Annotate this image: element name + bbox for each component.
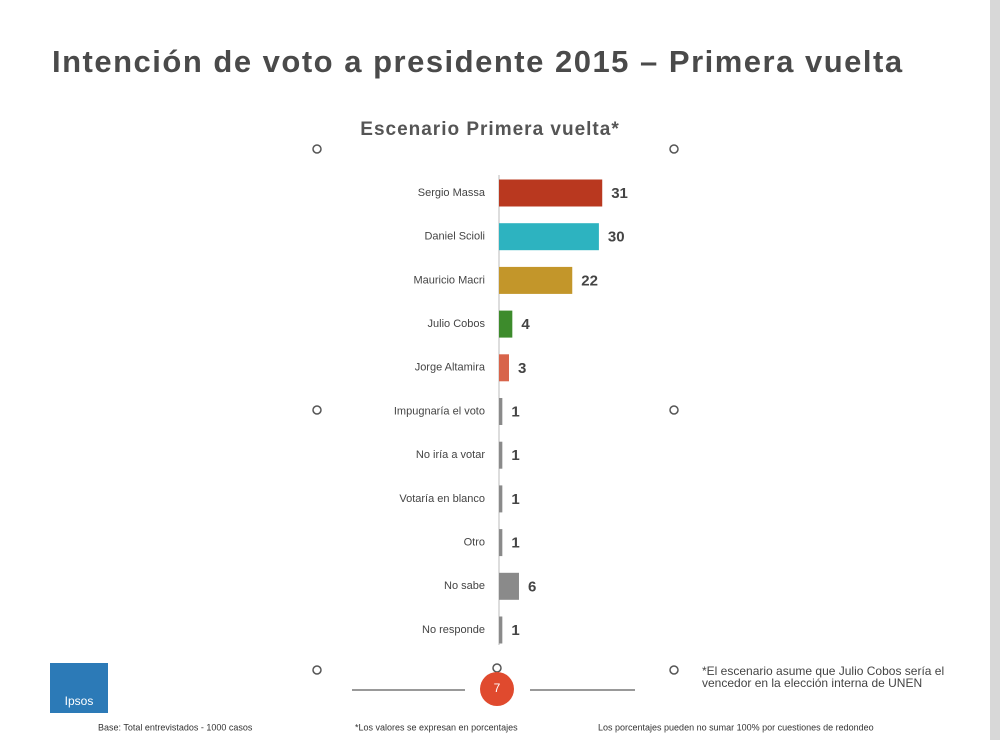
footnote: *El escenario asume que Julio Cobos serí… [702, 665, 945, 690]
value-label: 1 [511, 447, 519, 464]
page-number: 7 [494, 681, 501, 695]
category-label: Impugnaría el voto [394, 405, 485, 417]
base-note: Base: Total entrevistados - 1000 casos [98, 722, 253, 732]
value-label: 1 [511, 535, 519, 552]
logo: Ipsos [65, 694, 94, 708]
value-label: 31 [611, 185, 628, 202]
value-label: 1 [511, 622, 519, 639]
bar [499, 179, 603, 207]
chart-title: Intención de voto a presidente 2015 – Pr… [52, 44, 904, 79]
category-label: No iría a votar [416, 449, 485, 461]
bar [499, 266, 573, 294]
category-label: No responde [422, 624, 485, 636]
category-label: Julio Cobos [428, 318, 486, 330]
value-label: 1 [511, 403, 519, 420]
bar [499, 616, 503, 644]
category-label: Mauricio Macri [413, 274, 485, 286]
category-label: Otro [464, 537, 485, 549]
slide-edge [990, 0, 1000, 740]
page-badge [480, 672, 514, 706]
value-label: 6 [528, 578, 536, 595]
decor-circles [312, 144, 679, 675]
footnote-box: *El escenario asume que Julio Cobos serí… [702, 665, 945, 690]
bar [499, 441, 503, 469]
chart-subtitle: Escenario Primera vuelta* [360, 119, 619, 140]
logo-box [50, 663, 108, 713]
value-label: 22 [581, 272, 598, 289]
category-label: No sabe [444, 580, 485, 592]
category-label: Votaría en blanco [399, 493, 485, 505]
bar [499, 310, 513, 338]
bar [499, 485, 503, 513]
category-label: Jorge Altamira [415, 362, 486, 374]
rounding-note: Los porcentajes pueden no sumar 100% por… [598, 722, 874, 732]
bar [499, 398, 503, 425]
value-label: 30 [608, 229, 625, 246]
category-label: Sergio Massa [418, 187, 486, 199]
bar [499, 223, 599, 251]
percent-note: *Los valores se expresan en porcentajes [355, 722, 518, 732]
bar [499, 354, 509, 382]
value-label: 4 [521, 316, 530, 333]
bar [499, 529, 503, 557]
category-label: Daniel Scioli [424, 231, 485, 243]
value-label: 1 [511, 491, 519, 508]
value-label: 3 [518, 360, 526, 377]
bar [499, 572, 519, 600]
